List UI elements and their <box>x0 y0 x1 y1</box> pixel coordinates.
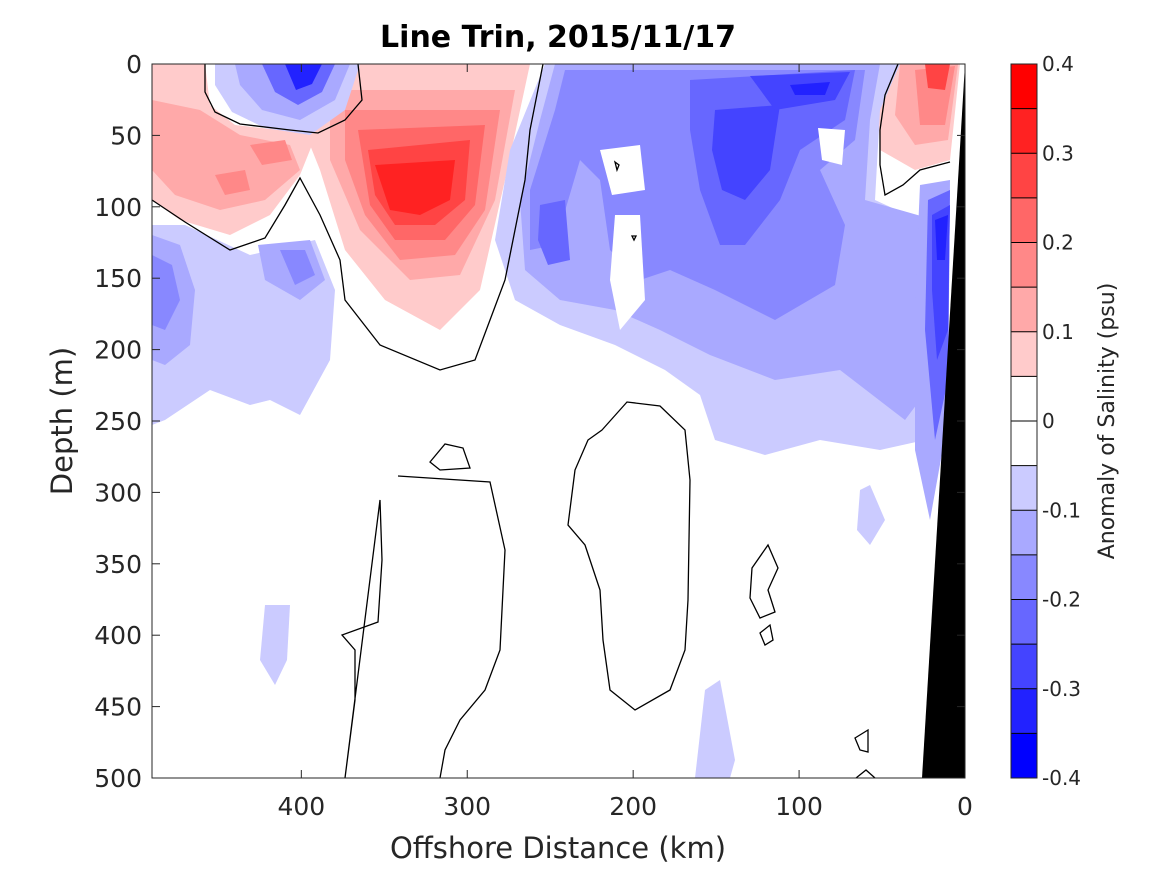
zero-contour-1 <box>204 64 363 134</box>
y-tick-label: 450 <box>94 693 142 722</box>
negative-anomaly-deep-2 <box>857 485 885 545</box>
y-tick-label: 350 <box>94 550 142 579</box>
x-axis-label: Offshore Distance (km) <box>390 831 726 865</box>
x-tick-label: 100 <box>775 792 823 821</box>
colorbar-tick-label: -0.4 <box>1042 766 1081 790</box>
plot-area <box>151 63 966 779</box>
colorbar-tick-label: 0.2 <box>1042 231 1074 255</box>
colorbar-tick-label: 0 <box>1042 409 1055 433</box>
zero-contour-10 <box>855 769 876 778</box>
colorbar-tick-label: 0.3 <box>1042 141 1074 165</box>
colorbar-swatch <box>1011 331 1037 377</box>
zero-contour-11 <box>613 160 620 173</box>
colorbar-tick-label: -0.1 <box>1042 498 1081 522</box>
y-tick-label: 400 <box>94 621 142 650</box>
colorbar-swatch <box>1011 599 1037 645</box>
zero-contours <box>152 64 951 778</box>
positive-anomaly-left-3 <box>215 170 250 195</box>
negative-anomaly-left-4 <box>152 255 180 330</box>
negative-anomaly-deep-1 <box>260 605 290 685</box>
x-tick-label: 400 <box>277 792 325 821</box>
zero-contour-7 <box>749 543 779 619</box>
colorbar-swatch <box>1011 733 1037 779</box>
colorbar-swatch <box>1011 688 1037 734</box>
x-tick-label: 300 <box>443 792 491 821</box>
colorbar-swatch <box>1011 376 1037 422</box>
zero-contour-2 <box>152 64 544 371</box>
y-axis-label: Depth (m) <box>45 347 79 495</box>
colorbar-label: Anomaly of Salinity (psu) <box>1095 283 1120 560</box>
y-tick-label: 150 <box>94 264 142 293</box>
y-tick-label: 200 <box>94 336 142 365</box>
colorbar-tick-label: 0.1 <box>1042 320 1074 344</box>
negative-anomaly-coast-4 <box>935 215 948 260</box>
y-axis: 0 50 100 150 200 250 300 350 400 450 500 <box>94 50 965 793</box>
positive-anomaly-level-6 <box>375 160 455 215</box>
y-tick-label: 300 <box>94 478 142 507</box>
zero-contour-5 <box>340 475 506 778</box>
y-tick-label: 500 <box>94 764 142 793</box>
colorbar-swatch <box>1011 153 1037 199</box>
negative-anomaly-mid-1 <box>538 200 570 265</box>
colorbar-swatch <box>1011 242 1037 288</box>
zero-contour-6 <box>567 401 691 711</box>
positive-anomaly-left-4 <box>250 140 292 165</box>
negative-anomaly-left-5 <box>280 250 315 285</box>
positive-anomaly-left-2 <box>152 100 300 210</box>
colorbar-swatch <box>1011 554 1037 600</box>
neutral-gap-3 <box>818 128 845 165</box>
negative-anomaly-east-5 <box>712 105 780 200</box>
zero-contour-9 <box>854 728 869 753</box>
colorbar-swatch <box>1011 287 1037 333</box>
zero-contour-4 <box>429 443 471 471</box>
zero-contour-12 <box>630 235 638 242</box>
y-tick-label: 100 <box>94 193 142 222</box>
colorbar-swatch <box>1011 421 1037 467</box>
negative-anomaly-deep-3 <box>695 680 735 778</box>
y-tick-label: 0 <box>126 50 142 79</box>
colorbar-swatch <box>1011 644 1037 690</box>
x-axis: 400 300 200 100 0 <box>277 64 973 821</box>
y-tick-label: 50 <box>110 121 142 150</box>
colorbar-swatch <box>1011 510 1037 556</box>
colorbar-swatch <box>1011 108 1037 154</box>
zero-contour-3 <box>879 64 951 197</box>
colorbar-swatch <box>1011 64 1037 110</box>
neutral-gap-2 <box>610 215 645 330</box>
x-tick-label: 0 <box>957 792 973 821</box>
anomaly-field <box>152 64 965 778</box>
bathymetry-mask <box>922 64 965 778</box>
zero-contour-8 <box>759 623 774 646</box>
negative-anomaly-east-7 <box>790 82 830 95</box>
colorbar-tick-label: -0.2 <box>1042 588 1081 612</box>
colorbar-frame <box>1010 63 1038 779</box>
x-tick-label: 200 <box>609 792 657 821</box>
colorbar: 0.4 0.3 0.2 0.1 0 -0.1 -0.2 -0.3 -0.4 <box>1010 52 1081 790</box>
chart-title: Line Trin, 2015/11/17 <box>380 20 736 55</box>
colorbar-swatch <box>1011 465 1037 511</box>
colorbar-tick-label: 0.4 <box>1042 52 1074 76</box>
positive-anomaly-coast-4 <box>925 64 950 90</box>
colorbar-swatch <box>1011 197 1037 243</box>
negative-anomaly-topleft-4 <box>285 64 322 90</box>
neutral-gap-1 <box>600 145 645 195</box>
colorbar-tick-label: -0.3 <box>1042 677 1081 701</box>
y-tick-label: 250 <box>94 407 142 436</box>
